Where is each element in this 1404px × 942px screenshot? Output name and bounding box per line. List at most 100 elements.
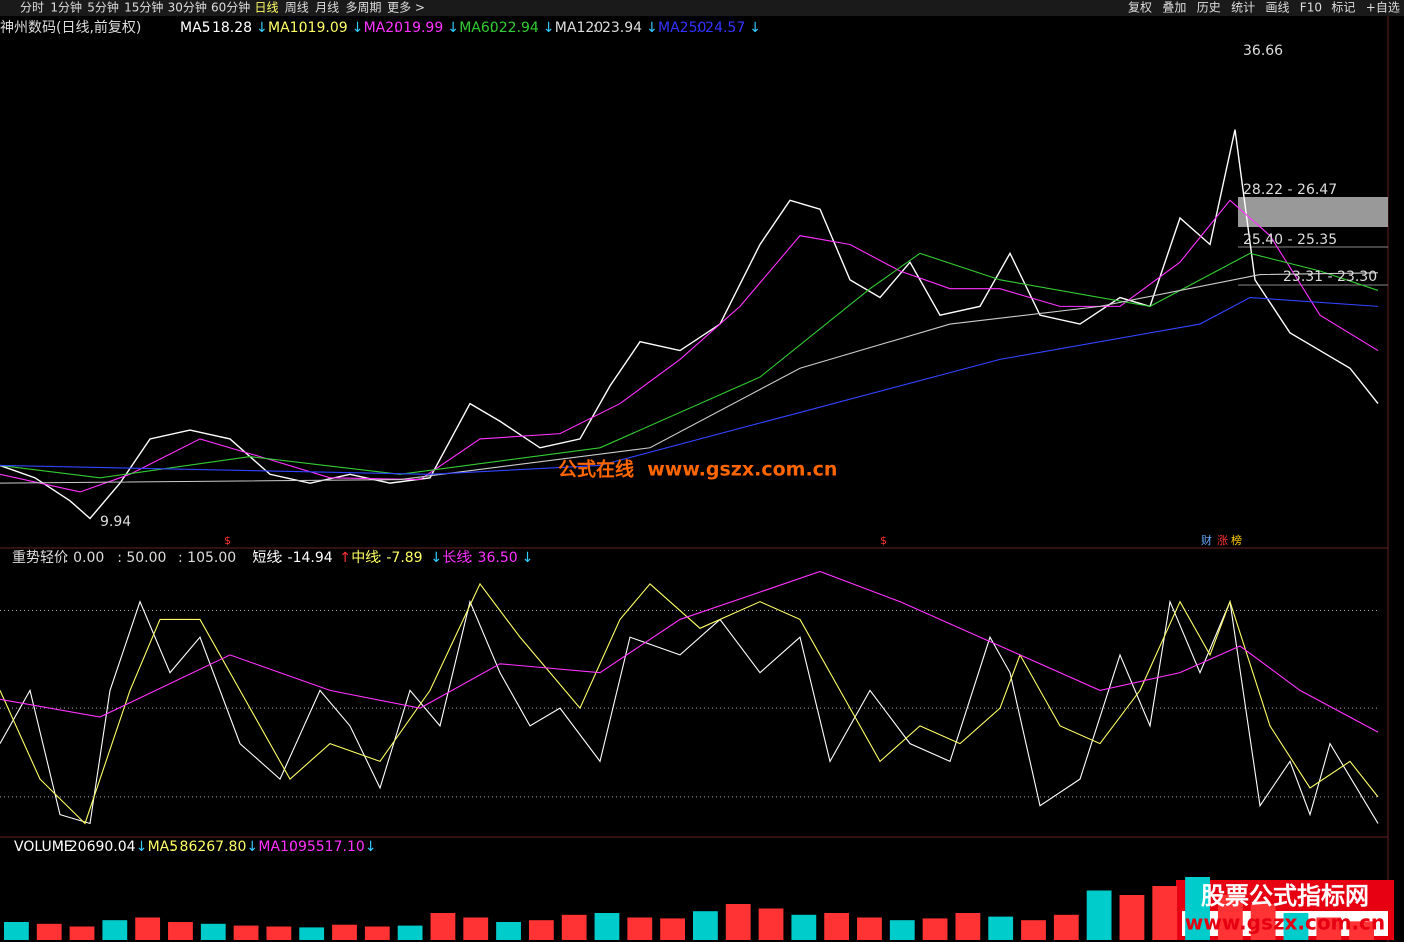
volume-bar [988, 916, 1014, 940]
tool-button[interactable]: 历史 [1197, 1, 1221, 15]
series-line [0, 199, 1379, 493]
legend-arrow: ↓ [543, 20, 555, 36]
volume-bar [889, 920, 915, 940]
legend-name: 长线 [442, 550, 470, 566]
volume-bar [69, 926, 95, 940]
legend-value: : 36.50 [468, 550, 517, 566]
legend-arrow: ↓ [136, 839, 148, 855]
watermark: 公式在线 www.gszx.com.cn [558, 458, 837, 481]
volume-bar [693, 911, 718, 940]
volume-bar [1119, 895, 1145, 940]
legend-name: 短线 [252, 550, 280, 566]
period-tab[interactable]: 30分钟 [168, 0, 207, 15]
legend-value: : 19.99 [394, 20, 443, 36]
volume-bar [594, 913, 620, 940]
series-line [0, 129, 1379, 520]
legend-arrow: ↓ [749, 20, 761, 36]
period-tab[interactable]: 5分钟 [87, 0, 119, 15]
event-marker[interactable]: $ [224, 534, 231, 547]
volume-bar [791, 914, 817, 940]
toolbar [0, 0, 1404, 16]
legend-arrow: ↓ [646, 20, 658, 36]
series-line [0, 582, 1379, 825]
legend-arrow: ↓ [246, 839, 258, 855]
panel-title: 神州数码(日线,前复权) [0, 19, 141, 36]
volume-bar [496, 922, 521, 940]
volume-bar [922, 918, 948, 940]
period-tab[interactable]: 1分钟 [50, 0, 82, 15]
legend-arrow: ↓ [365, 839, 377, 855]
legend-value: : -14.94 [278, 550, 332, 566]
tool-button[interactable]: 统计 [1231, 1, 1255, 15]
price-annotation: 28.22 - 26.47 [1243, 182, 1337, 198]
period-tab[interactable]: 周线 [285, 1, 309, 15]
period-tab[interactable]: 更多 > [387, 1, 425, 15]
volume-bar [463, 917, 489, 940]
legend-name: MA10 [268, 20, 307, 36]
event-marker[interactable]: 财 [1201, 533, 1212, 547]
period-tab[interactable]: 分时 [20, 1, 44, 15]
volume-bar [1217, 895, 1243, 940]
tool-button[interactable]: 画线 [1265, 1, 1289, 15]
volume-bar [1316, 917, 1342, 940]
volume-bar [528, 920, 554, 940]
period-tab[interactable]: 日线 [254, 1, 278, 15]
series-line [0, 599, 1379, 825]
legend-value: : 95517.10 [289, 839, 365, 855]
legend-arrow: ↓ [256, 20, 268, 36]
volume-bar [332, 924, 357, 940]
volume-bar [824, 913, 850, 940]
legend-name: VOLUME [14, 839, 73, 855]
price-annotation: 25.40 - 25.35 [1243, 232, 1337, 248]
legend-value: : 20690.04 [60, 839, 136, 855]
volume-bar [955, 913, 981, 940]
volume-bar [266, 926, 292, 940]
period-tab[interactable]: 多周期 [346, 1, 382, 15]
tool-button[interactable]: 复权 [1128, 1, 1152, 15]
volume-bar [1283, 913, 1309, 940]
volume-bar [4, 922, 29, 940]
volume-bar [1349, 921, 1374, 940]
tool-button[interactable]: 叠加 [1162, 1, 1186, 15]
logo-url: www.gszx.com.cn [1185, 911, 1385, 935]
legend-name: MA5 [180, 20, 211, 36]
legend-value: : 86267.80 [170, 839, 246, 855]
price-annotation: 36.66 [1243, 43, 1283, 59]
volume-bar [200, 923, 226, 940]
legend-name: MA60 [459, 20, 498, 36]
tool-button[interactable]: 标记 [1331, 1, 1355, 15]
volume-bar [660, 918, 685, 940]
legend-arrow: ↑ [339, 550, 351, 566]
indicator-name: 重势轻价 [12, 550, 68, 566]
indicator-param: : 0.00 [64, 550, 104, 566]
volume-bar [102, 920, 128, 940]
volume-bar [627, 917, 653, 940]
legend-arrow: ↓ [352, 20, 364, 36]
event-marker[interactable]: 涨 [1217, 534, 1228, 547]
series-line [0, 296, 1379, 475]
legend-name: MA10 [258, 839, 297, 855]
volume-bar [430, 913, 456, 940]
logo-title: 股票公式指标网 [1201, 882, 1369, 910]
event-marker[interactable]: 榜 [1231, 533, 1242, 547]
event-marker[interactable]: $ [880, 534, 887, 547]
period-tab[interactable]: 60分钟 [211, 0, 250, 15]
legend-arrow: ↓ [447, 20, 459, 36]
volume-bar [397, 925, 423, 940]
legend-value: : 19.09 [298, 20, 347, 36]
legend-value: : 23.94 [593, 20, 642, 36]
tool-button[interactable]: +自选 [1366, 1, 1400, 15]
tool-button[interactable]: F10 [1300, 1, 1322, 15]
legend-arrow: ↓ [430, 550, 442, 566]
period-tab[interactable]: 月线 [315, 1, 339, 15]
price-annotation: 9.94 [100, 514, 131, 530]
legend-value: : 18.28 [203, 20, 252, 36]
volume-bar [1053, 914, 1079, 940]
series-line [0, 252, 1379, 479]
volume-bar [299, 927, 325, 940]
legend-name: 中线 [351, 550, 379, 566]
volume-bar [364, 926, 390, 940]
period-tab[interactable]: 15分钟 [124, 0, 163, 15]
